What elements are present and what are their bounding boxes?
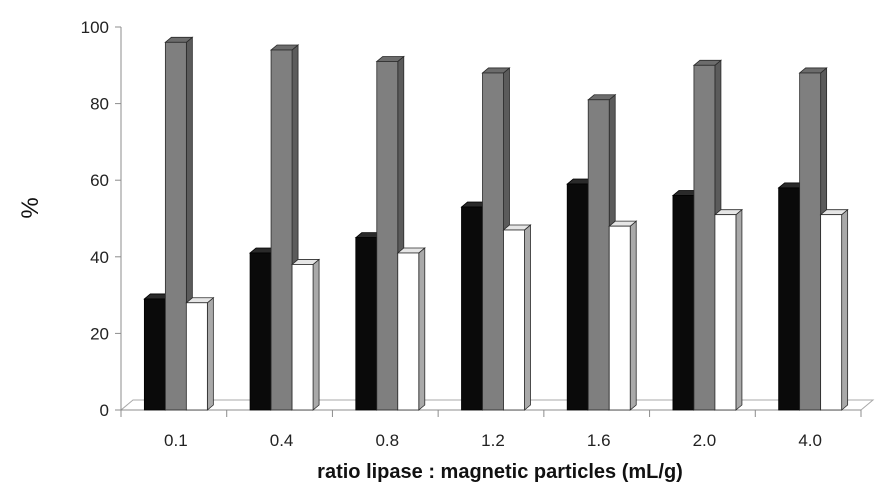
y-tick-label: 40 [90, 248, 109, 267]
bar-0.1-series-3 [185, 296, 215, 411]
bar-2.0-series-3 [713, 208, 744, 411]
bar-side-face [629, 220, 637, 411]
bar-front-face [461, 206, 483, 411]
bar-front-face [355, 237, 378, 411]
x-axis: 0.1 0.4 0.8 1.2 1.6 2.0 4.0 [120, 409, 862, 450]
x-tick-label: 2.0 [693, 431, 717, 450]
bars [143, 36, 849, 411]
bar-front-face [714, 214, 737, 411]
bar-side-face [735, 208, 743, 411]
bar-front-face [376, 61, 399, 411]
bar-side-face [206, 296, 214, 411]
y-tick-label: 100 [81, 18, 109, 37]
bar-front-face [270, 49, 293, 411]
bar-front-face [778, 187, 801, 411]
bar-front-face [397, 252, 420, 411]
x-tick-label: 1.6 [587, 431, 611, 450]
y-tick-label: 0 [100, 401, 109, 420]
bar-1.2-series-3 [502, 224, 532, 411]
x-tick-label: 0.4 [270, 431, 294, 450]
bar-side-face [841, 208, 849, 411]
x-tick-label: 0.1 [164, 431, 188, 450]
y-tick-label: 20 [90, 324, 109, 343]
bar-0.8-series-3 [396, 247, 426, 411]
y-tick-label: 80 [90, 95, 109, 114]
x-tick-label: 1.2 [481, 431, 505, 450]
x-tick-label: 4.0 [798, 431, 822, 450]
bar-front-face [185, 302, 208, 411]
bar-4.0-series-3 [819, 208, 849, 411]
bar-front-face [799, 72, 822, 411]
bar-front-face [587, 99, 610, 411]
bar-side-face [524, 224, 531, 411]
bar-front-face [482, 72, 504, 411]
bar-front-face [820, 214, 843, 411]
bar-front-face [608, 225, 631, 411]
bar-front-face [164, 41, 187, 411]
y-axis: 0 20 40 60 80 100 [81, 18, 122, 420]
bar-side-face [312, 258, 320, 411]
bar-front-face [291, 264, 314, 411]
x-axis-title: ratio lipase : magnetic particles (mL/g) [317, 461, 683, 483]
bar-front-face [566, 183, 589, 411]
bar-side-face [418, 247, 426, 411]
bar-0.4-series-3 [290, 258, 321, 411]
bar-1.6-series-3 [608, 220, 638, 411]
bar-front-face [503, 229, 525, 411]
bar-front-face [693, 64, 716, 411]
y-tick-label: 60 [90, 171, 109, 190]
x-tick-label: 0.8 [375, 431, 399, 450]
bar-front-face [249, 252, 272, 411]
bar-front-face [143, 298, 166, 411]
bar-front-face [672, 195, 695, 411]
y-axis-title: % [17, 197, 44, 218]
